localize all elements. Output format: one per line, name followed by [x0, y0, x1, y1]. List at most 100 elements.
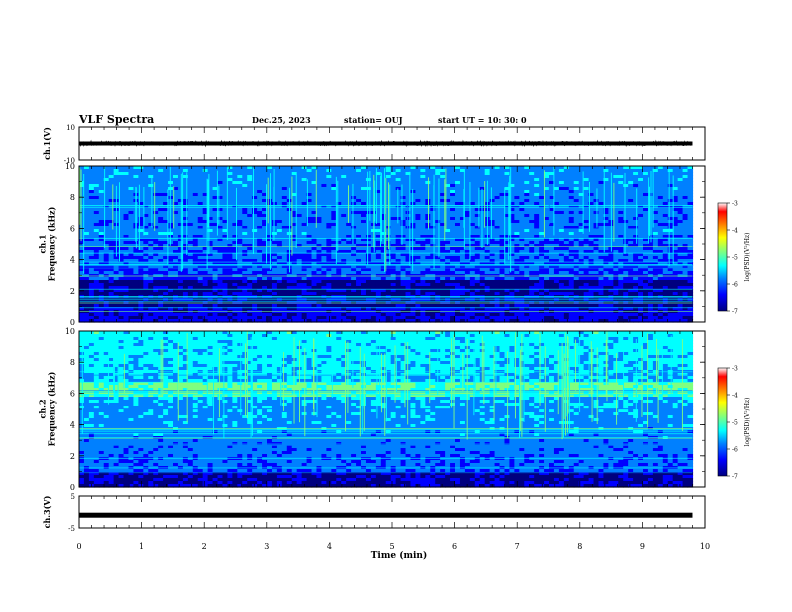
spectrogram-cell: [445, 223, 451, 227]
spectrogram-cell: [450, 193, 456, 197]
spectrogram-cell: [356, 217, 362, 221]
spectrogram-cell: [534, 223, 540, 227]
spectrogram-cell: [207, 193, 214, 197]
spectrogram-cell: [563, 175, 570, 179]
spectrogram-cell: [262, 172, 268, 176]
spectrogram-cell: [153, 193, 159, 197]
spectrogram-cell: [93, 184, 100, 188]
spectrogram-cell: [316, 190, 323, 194]
spectrogram-cell: [356, 181, 362, 185]
spectrogram-cell: [469, 232, 476, 236]
spectrogram-cell: [242, 232, 248, 236]
spectrogram-cell: [440, 175, 446, 179]
spectrogram-cell: [633, 223, 639, 227]
spectrogram-cell: [133, 175, 139, 179]
spectrogram-cell: [514, 190, 520, 194]
spectrogram-cell: [395, 208, 402, 212]
spectrogram-cell: [519, 178, 525, 182]
spectrogram-cell: [262, 211, 268, 215]
spectrogram-cell: [534, 199, 540, 203]
spectrogram-cell: [514, 181, 520, 185]
spectrogram-cell: [474, 220, 481, 224]
spectrogram-cell: [657, 223, 664, 227]
spectrogram-cell: [375, 178, 382, 182]
spectrogram-cell: [326, 172, 332, 176]
spectrogram-cell: [336, 175, 342, 179]
spectrogram-cell: [257, 169, 263, 173]
spectrogram-cell: [440, 217, 446, 221]
spectrogram-cell: [365, 178, 372, 182]
spectrogram-cell: [113, 169, 120, 173]
spectrogram-cell: [361, 229, 367, 233]
spectrogram-cell: [549, 199, 555, 203]
spectrogram-cell: [98, 229, 105, 233]
spectrogram-cell: [267, 169, 273, 173]
spectrogram-cell: [88, 223, 95, 227]
spectrogram-cell: [83, 199, 90, 203]
spectrogram-cell: [395, 223, 402, 227]
spectrogram-cell: [375, 205, 382, 209]
spectrogram-cell: [346, 202, 352, 206]
spectrogram-cell: [276, 208, 283, 212]
spectrogram-cell: [430, 169, 436, 173]
spectrogram-cell: [430, 175, 436, 179]
spectrogram-cell: [519, 172, 525, 176]
spectrogram-cell: [385, 166, 392, 170]
spectrogram-cell: [489, 199, 496, 203]
spectrogram-cell: [544, 220, 550, 224]
spectrogram-cell: [227, 208, 233, 212]
spectrogram-cell: [197, 166, 204, 170]
spectrogram-cell: [469, 235, 476, 239]
spectrogram-cell: [633, 205, 639, 209]
spectrogram-cell: [455, 169, 461, 173]
spectrogram-cell: [321, 229, 327, 233]
spectrogram-cell: [267, 220, 273, 224]
spectrogram-cell: [420, 196, 426, 200]
spectrogram-cell: [529, 226, 535, 230]
spectrogram-cell: [341, 235, 347, 239]
spectrogram-cell: [108, 208, 115, 212]
spectrogram-cell: [257, 199, 263, 203]
spectrogram-cell: [519, 205, 525, 209]
spectrogram-cell: [128, 196, 135, 200]
spectrogram-cell: [341, 223, 347, 227]
spectrogram-cell: [558, 202, 565, 206]
spectrogram-cell: [464, 172, 471, 176]
spectrogram-cell: [613, 184, 619, 188]
spectrogram-cell: [108, 220, 115, 224]
spectrogram-cell: [687, 187, 694, 191]
spectrogram-cell: [519, 169, 525, 173]
spectrogram-cell: [168, 235, 174, 239]
spectrogram-cell: [143, 199, 149, 203]
spectrogram-cell: [489, 211, 496, 215]
spectrogram-cell: [598, 178, 605, 182]
spectrogram-cell: [455, 172, 461, 176]
spectrogram-cell: [430, 211, 436, 215]
spectrogram-cell: [643, 220, 649, 224]
spectrogram-cell: [430, 193, 436, 197]
spectrogram-cell: [588, 181, 595, 185]
spectrogram-cell: [281, 232, 288, 236]
spectrogram-cell: [346, 166, 352, 170]
spectrogram-cell: [103, 217, 110, 221]
spectrogram-cell: [469, 178, 476, 182]
spectrogram-cell: [563, 196, 570, 200]
spectrogram-cell: [588, 223, 595, 227]
spectrogram-cell: [153, 214, 159, 218]
spectrogram-cell: [375, 223, 382, 227]
spectrogram-cell: [227, 199, 233, 203]
spectrogram-cell: [153, 196, 159, 200]
spectrogram-cell: [252, 202, 258, 206]
spectrogram-cell: [489, 190, 496, 194]
spectrogram-cell: [276, 166, 283, 170]
spectrogram-cell: [158, 220, 164, 224]
spectrogram-cell: [247, 208, 253, 212]
spectrogram-cell: [123, 217, 130, 221]
spectrogram-cell: [316, 232, 323, 236]
spectrogram-cell: [331, 166, 337, 170]
spectrogram-cell: [212, 208, 219, 212]
spectrogram-cell: [168, 193, 174, 197]
spectrogram-cell: [138, 190, 144, 194]
spectrogram-cell: [375, 169, 382, 173]
spectrogram-cell: [331, 214, 337, 218]
